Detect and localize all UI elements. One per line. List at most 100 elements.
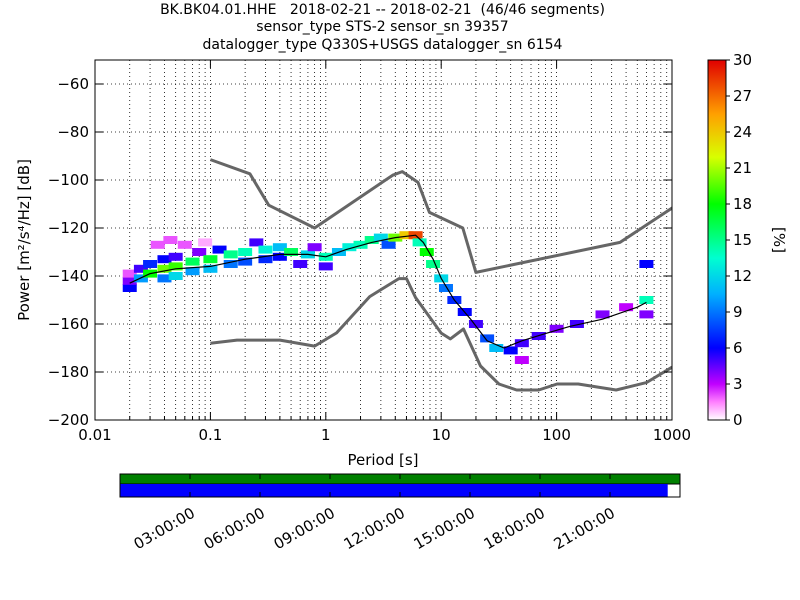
density-cell [514, 356, 529, 364]
density-cell [168, 272, 183, 280]
density-cell [480, 334, 495, 343]
density-cell [412, 238, 427, 247]
x-tick-label: 0.1 [198, 426, 222, 444]
timeline-coverage-bar [120, 484, 668, 497]
y-tick-label: −60 [57, 75, 89, 93]
density-cell [514, 339, 529, 348]
density-cell [438, 284, 453, 292]
density-cell [399, 231, 414, 240]
y-tick-label: −100 [48, 171, 89, 189]
density-cell [258, 245, 273, 254]
density-cell [122, 276, 137, 285]
density-cell [468, 320, 483, 328]
colorbar-tick-label: 6 [733, 339, 743, 357]
y-tick-label: −160 [48, 315, 89, 333]
density-cell [353, 240, 368, 249]
timeline-tick-label: 15:00:00 [411, 504, 478, 553]
density-cell [198, 238, 213, 247]
density-cell [192, 248, 207, 256]
y-tick-label: −80 [57, 123, 89, 141]
density-cell [203, 255, 218, 264]
density-cell [364, 236, 379, 244]
density-cell [203, 264, 218, 273]
timeline-tick-label: 06:00:00 [201, 504, 268, 553]
x-tick-label: 10 [432, 426, 451, 444]
density-cell [639, 310, 654, 319]
density-cell [168, 252, 183, 261]
density-cell [272, 252, 287, 261]
title-line-3: datalogger_type Q330S+USGS datalogger_sn… [202, 37, 563, 53]
colorbar-tick-label: 15 [733, 231, 752, 249]
x-tick-label: 1000 [653, 426, 691, 444]
density-cell [381, 240, 396, 249]
timeline-tick-label: 12:00:00 [341, 504, 408, 553]
density-cell [157, 264, 172, 273]
density-cell [272, 243, 287, 252]
title-line-2: sensor_type STS-2 sensor_sn 39357 [256, 19, 509, 35]
density-cell [619, 303, 634, 312]
density-cell [223, 260, 238, 268]
title-line-1: BK.BK04.01.HHE 2018-02-21 -- 2018-02-21 … [160, 2, 605, 18]
timeline-tick-label: 03:00:00 [131, 504, 198, 553]
density-cell [639, 296, 654, 304]
colorbar-tick-label: 0 [733, 411, 743, 429]
y-tick-label: −200 [48, 411, 89, 429]
x-axis-label: Period [s] [347, 451, 418, 469]
density-cell [307, 243, 322, 252]
density-cell [293, 260, 308, 268]
density-cell [168, 262, 183, 271]
density-cell [133, 264, 148, 273]
density-cell [177, 240, 192, 249]
y-axis-ticks: −200 −180 −160 −140 −120 −100 −80 −60 [48, 75, 672, 429]
density-cell [122, 269, 137, 278]
colorbar-tick-label: 24 [733, 123, 752, 141]
density-cell [143, 260, 158, 268]
x-tick-label: 1 [321, 426, 331, 444]
colorbar-tick-label: 12 [733, 267, 752, 285]
density-cell [185, 267, 200, 276]
colorbar-label: [%] [770, 227, 788, 253]
y-axis-label: Power [m²/s⁴/Hz] [dB] [15, 159, 33, 321]
y-tick-label: −180 [48, 363, 89, 381]
density-cell [223, 250, 238, 259]
x-tick-label: 0.01 [78, 426, 111, 444]
density-cell [157, 255, 172, 264]
colorbar-gradient [707, 59, 727, 421]
density-cell [419, 248, 434, 256]
density-cell [639, 260, 654, 268]
density-cell [595, 310, 610, 319]
colorbar-tick-label: 21 [733, 159, 752, 177]
colorbar: 0 3 6 9 12 15 18 21 24 27 30 [%] [707, 51, 788, 429]
density-cell [503, 346, 518, 355]
y-tick-label: −140 [48, 267, 89, 285]
density-cell [373, 233, 388, 242]
noise-model-nhnm [209, 158, 672, 274]
mode-line-path [129, 234, 647, 349]
x-axis-ticks: 0.01 0.1 1 10 100 1000 [78, 60, 691, 444]
density-cell [238, 257, 253, 266]
density-cell [549, 324, 564, 333]
density-cell [212, 245, 227, 254]
noise-model-nlnm [210, 277, 672, 392]
colorbar-tick-label: 30 [733, 51, 752, 69]
density-cell [569, 320, 584, 328]
x-tick-label: 100 [542, 426, 571, 444]
colorbar-tick-label: 18 [733, 195, 752, 213]
density-cell [157, 274, 172, 283]
colorbar-ticks: 0 3 6 9 12 15 18 21 24 27 30 [726, 51, 752, 429]
plot-frame [94, 59, 673, 421]
density-cell [489, 344, 504, 352]
y-tick-label: −120 [48, 219, 89, 237]
density-cell [238, 248, 253, 256]
timeline: 03:00:00 06:00:00 09:00:00 12:00:00 15:00:00… [119, 473, 681, 553]
density-cell [249, 238, 264, 247]
density-cell [185, 257, 200, 266]
density-cell [342, 243, 357, 252]
density-cell [284, 248, 299, 256]
colorbar-tick-label: 27 [733, 87, 752, 105]
colorbar-tick-label: 3 [733, 375, 743, 393]
timeline-tick-label: 09:00:00 [271, 504, 338, 553]
density-cell [163, 236, 178, 244]
density-cell [150, 240, 165, 249]
